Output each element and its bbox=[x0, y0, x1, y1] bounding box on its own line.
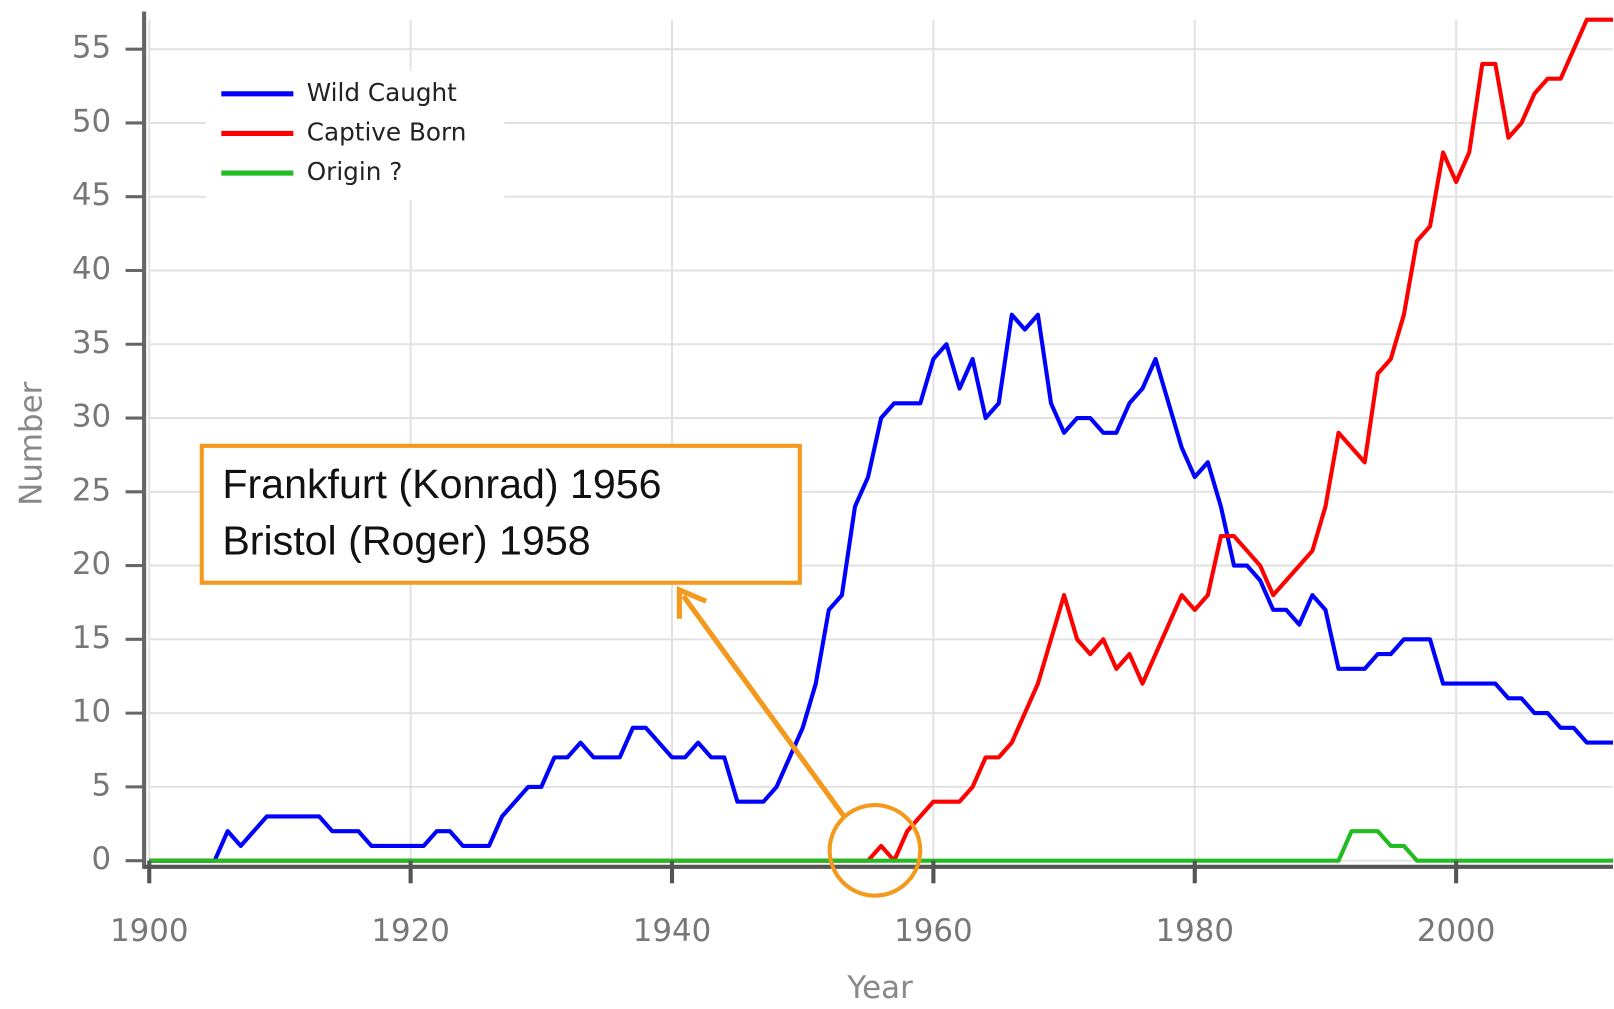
y-tick-label: 30 bbox=[72, 399, 111, 435]
annotation-line: Bristol (Roger) 1958 bbox=[222, 517, 590, 563]
x-tick-label: 1940 bbox=[633, 913, 712, 949]
highlight-circle bbox=[827, 803, 923, 898]
annotation-box bbox=[199, 443, 802, 585]
legend-label: Captive Born bbox=[307, 117, 467, 146]
y-tick-label: 15 bbox=[72, 620, 111, 656]
y-tick-label: 20 bbox=[72, 546, 111, 582]
series-line bbox=[149, 312, 1613, 863]
y-tick-label: 35 bbox=[72, 325, 111, 361]
annotation-line: Frankfurt (Konrad) 1956 bbox=[222, 461, 661, 507]
y-tick-label: 50 bbox=[72, 103, 111, 139]
axes: 0 5 10 15 20 25 30 35 40 45 50 55 1900 1920 1940 1960 19… bbox=[72, 11, 1613, 949]
y-tick-label: 25 bbox=[72, 472, 111, 508]
x-tick-label: 1920 bbox=[371, 913, 450, 949]
arrow bbox=[681, 594, 847, 818]
x-tick-label: 2000 bbox=[1417, 913, 1496, 949]
y-tick-label: 45 bbox=[72, 177, 111, 213]
y-axis-title: Number bbox=[13, 381, 49, 505]
arrow-head bbox=[676, 586, 708, 619]
x-tick-label: 1960 bbox=[894, 913, 973, 949]
y-tick-label: 55 bbox=[72, 30, 111, 66]
x-tick-label: 1980 bbox=[1155, 913, 1234, 949]
legend-label: Wild Caught bbox=[307, 78, 457, 107]
y-tick-label: 10 bbox=[72, 694, 111, 730]
plot bbox=[149, 17, 1613, 863]
legend-label: Origin ? bbox=[307, 157, 403, 186]
y-tick-label: 5 bbox=[92, 767, 112, 803]
y-tick-label: 40 bbox=[72, 251, 111, 287]
x-axis-title: Year bbox=[846, 970, 913, 1006]
series-line bbox=[149, 829, 1613, 863]
legend: Wild Caught Captive Born Origin ? bbox=[221, 78, 466, 186]
y-tick-label: 0 bbox=[92, 841, 112, 877]
x-tick-label: 1900 bbox=[110, 913, 189, 949]
